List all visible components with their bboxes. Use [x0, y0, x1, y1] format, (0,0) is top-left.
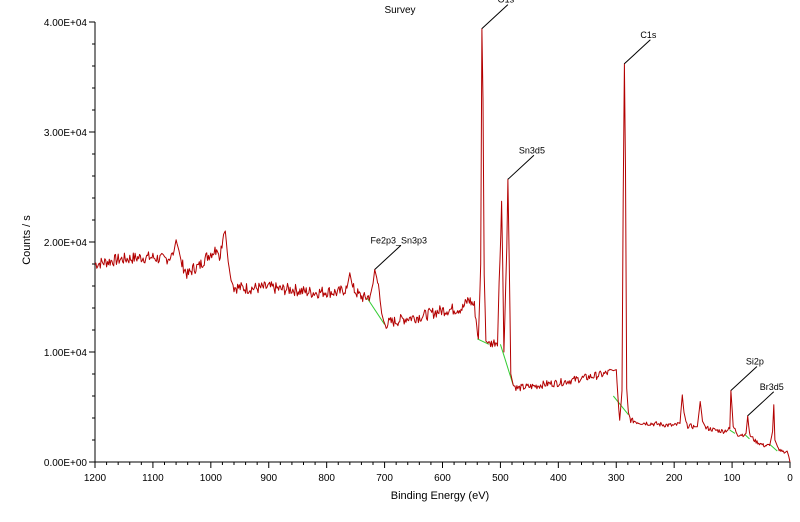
- annotation-leader: [747, 391, 775, 417]
- peak-label: C1s: [640, 30, 657, 40]
- peak-annotations: O1s C1s Sn3d5 Fe2p3_Sn3p3 Si2p Br3d5: [370, 0, 784, 417]
- x-tick-label: 600: [434, 473, 451, 484]
- x-tick-label: 200: [666, 473, 683, 484]
- x-tick-label: 800: [318, 473, 335, 484]
- x-tick-label: 700: [376, 473, 393, 484]
- spectrum-line: [94, 28, 791, 463]
- background-segment: [744, 434, 750, 440]
- background-segment: [729, 429, 736, 434]
- peak-label: Sn3d5: [519, 145, 545, 155]
- peak-label: O1s: [498, 0, 515, 5]
- y-tick-label: 1.00E+04: [44, 348, 88, 359]
- y-tick-label: 2.00E+04: [44, 238, 88, 249]
- x-tick-label: 0: [787, 473, 793, 484]
- y-tick-label: 4.00E+04: [44, 18, 88, 29]
- annotation-leader: [507, 154, 535, 180]
- y-tick-label: 0.00E+00: [44, 458, 88, 469]
- background-segment: [366, 297, 386, 325]
- x-tick-label: 500: [492, 473, 509, 484]
- annotation-leader: [624, 39, 651, 65]
- peak-label: Si2p: [746, 357, 764, 367]
- x-tick-label: 1200: [84, 473, 107, 484]
- y-tick-group: 0.00E+00 1.00E+04 2.00E+04 3.00E+04 4.00E+04: [44, 18, 95, 469]
- x-tick-label: 100: [724, 473, 741, 484]
- x-axis-label: Binding Energy (eV): [391, 490, 489, 502]
- y-tick-label: 3.00E+04: [44, 128, 88, 139]
- x-tick-label: 400: [550, 473, 567, 484]
- x-tick-label: 1000: [200, 473, 223, 484]
- x-tick-label: 900: [260, 473, 277, 484]
- x-tick-label: 300: [608, 473, 625, 484]
- x-tick-label: 1100: [142, 473, 164, 484]
- peak-label: Fe2p3_Sn3p3: [370, 236, 427, 246]
- annotation-leader: [730, 366, 758, 391]
- background-segment: [499, 344, 514, 386]
- background-segment: [769, 444, 778, 452]
- y-axis-label: Counts / s: [21, 215, 33, 265]
- chart-title: Survey: [384, 5, 415, 16]
- annotation-leader: [374, 245, 402, 270]
- peak-label: Br3d5: [760, 382, 784, 392]
- background-segment: [477, 338, 490, 345]
- x-tick-group: 1200 1100 1000 900 800 700 600 500 400 300 200 100 0: [84, 462, 793, 484]
- plot-area: [94, 28, 791, 463]
- annotation-leader: [481, 4, 509, 29]
